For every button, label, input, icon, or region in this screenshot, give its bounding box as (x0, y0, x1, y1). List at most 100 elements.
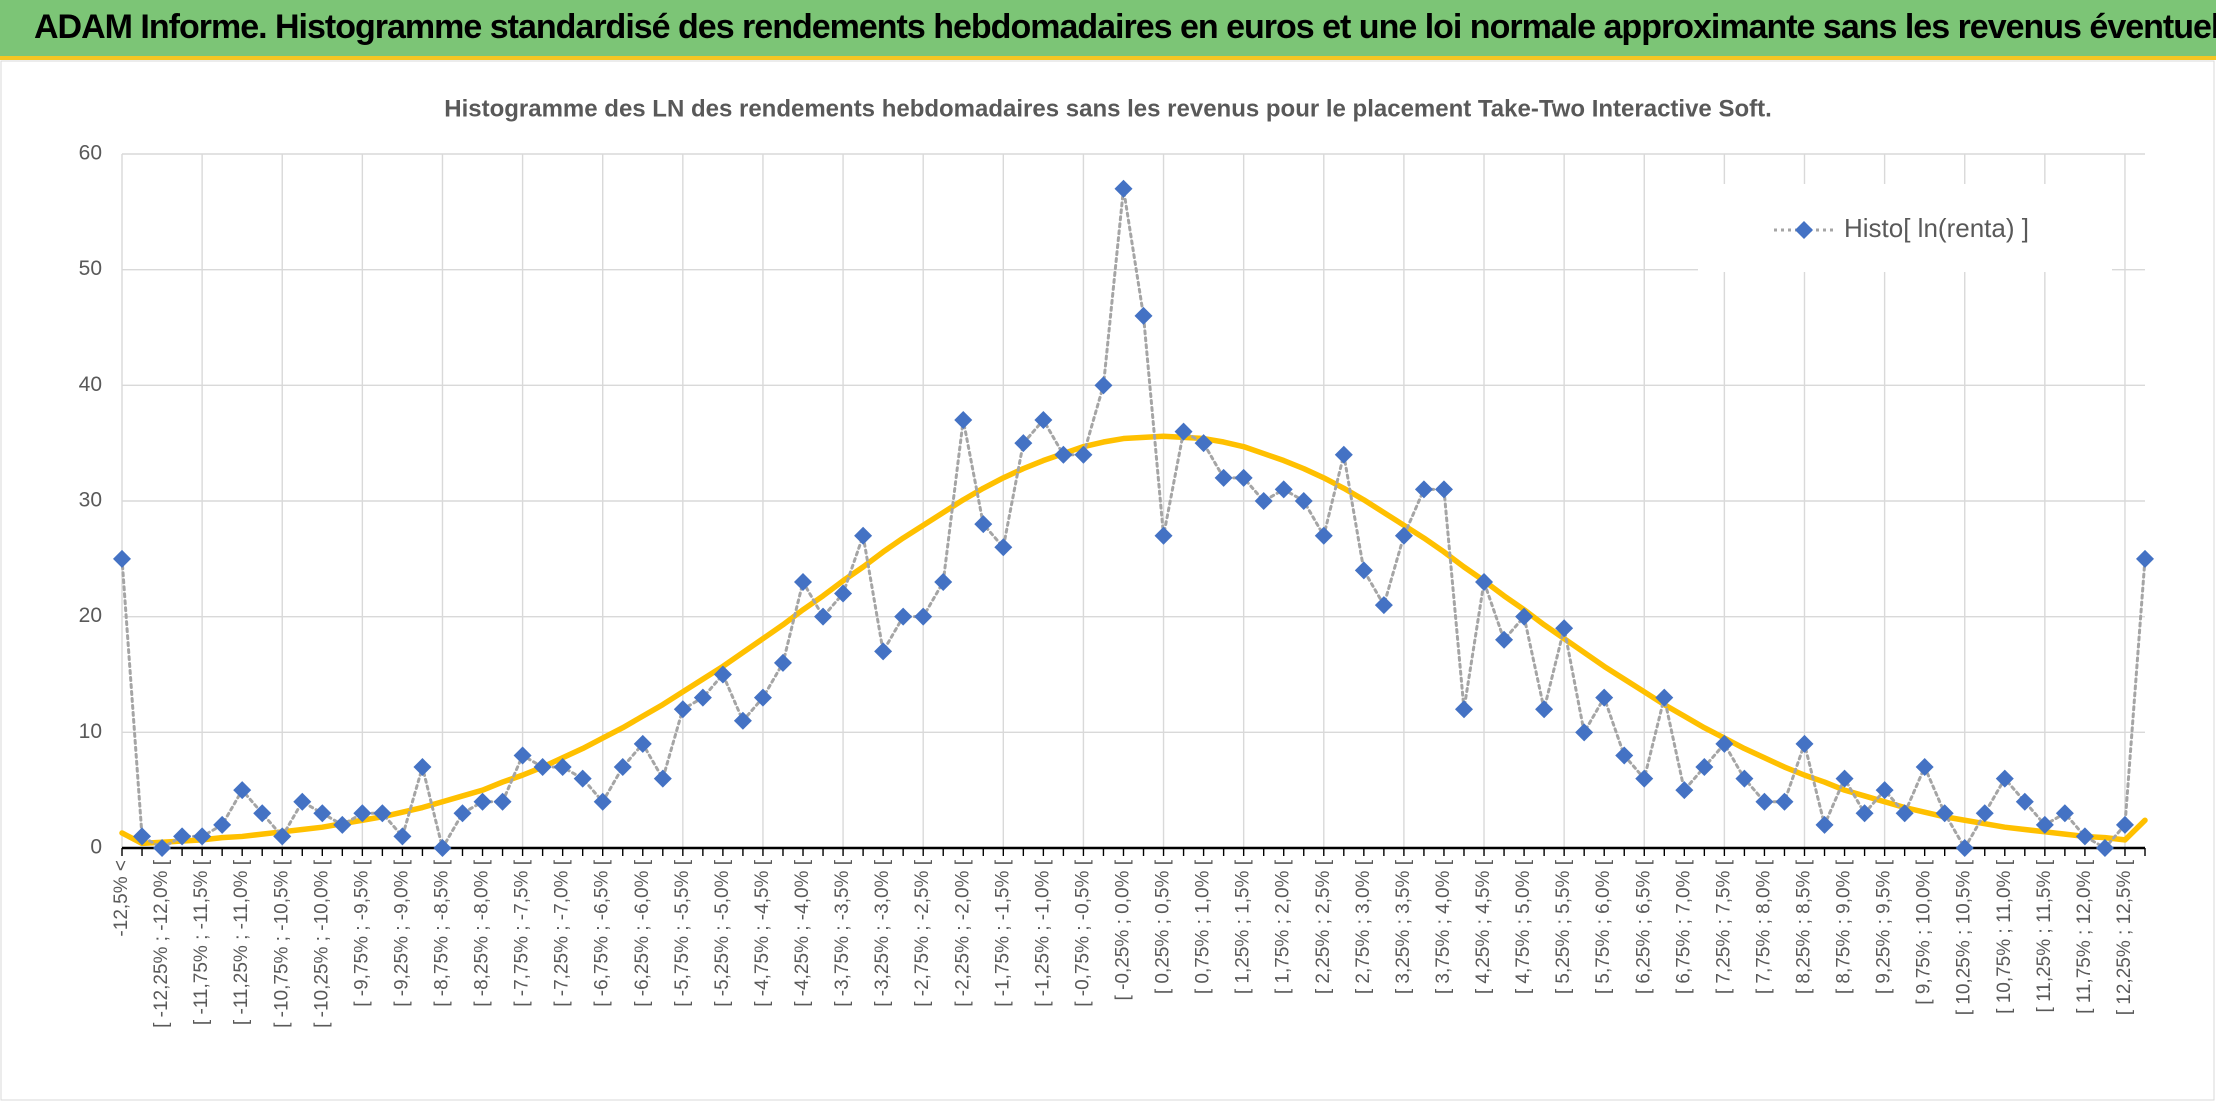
data-point (1334, 445, 1353, 464)
data-point (433, 839, 452, 857)
x-tick-label: [ 6,25% ; 6,5% [ (1633, 859, 1654, 994)
x-tick-label: [ -2,25% ; -2,0% [ (952, 859, 973, 1007)
data-point (233, 781, 252, 800)
data-point (133, 827, 152, 846)
data-point (1975, 804, 1994, 823)
data-point (393, 827, 412, 846)
data-point (1054, 445, 1073, 464)
x-tick-label: [ -9,75% ; -9,5% [ (351, 859, 372, 1007)
data-point (1895, 804, 1914, 823)
data-point (1454, 700, 1473, 719)
data-point (413, 758, 432, 777)
data-point (1775, 792, 1794, 811)
data-point (1675, 781, 1694, 800)
chart-title: Histogramme des LN des rendements hebdom… (444, 95, 1772, 122)
y-tick-label: 30 (79, 489, 102, 512)
x-tick-label: [ 2,25% ; 2,5% [ (1313, 859, 1334, 994)
data-point (1354, 561, 1373, 580)
data-point (473, 792, 492, 811)
x-tick-label: [ -7,75% ; -7,5% [ (512, 859, 533, 1007)
data-point (1915, 758, 1934, 777)
data-point (1014, 434, 1033, 453)
x-tick-label: [ 5,75% ; 6,0% [ (1593, 859, 1614, 994)
data-point (1995, 769, 2014, 788)
data-point (353, 804, 372, 823)
data-point (1174, 422, 1193, 441)
y-tick-label: 40 (79, 373, 102, 396)
data-point (293, 792, 312, 811)
data-point (593, 792, 612, 811)
legend-marker (1795, 221, 1813, 239)
data-point (1635, 769, 1654, 788)
data-point (2095, 839, 2114, 857)
data-point (1034, 411, 1053, 430)
data-point (894, 607, 913, 626)
x-tick-label: [ 11,75% ; 12,0% [ (2074, 859, 2095, 1014)
data-point (713, 665, 732, 684)
x-tick-label: [ 11,25% ; 11,5% [ (2034, 859, 2055, 1012)
x-tick-label: [ -12,25% ; -12,0% [ (151, 859, 172, 1028)
y-tick-label: 20 (79, 604, 102, 627)
x-tick-label: [ 7,75% ; 8,0% [ (1753, 859, 1774, 994)
x-tick-label: [ 3,75% ; 4,0% [ (1433, 859, 1454, 994)
data-point (613, 758, 632, 777)
x-tick-label: [ -2,75% ; -2,5% [ (912, 859, 933, 1007)
data-point (733, 711, 752, 730)
x-tick-label: [ 1,75% ; 2,0% [ (1273, 859, 1294, 994)
x-tick-label: -12,5% < (111, 860, 132, 937)
data-point (874, 642, 893, 661)
data-point (1134, 306, 1153, 325)
data-point (1875, 781, 1894, 800)
data-point (1114, 179, 1133, 198)
data-point (213, 815, 232, 834)
x-tick-label: [ -5,75% ; -5,5% [ (672, 859, 693, 1007)
series-line (120, 187, 2147, 850)
y-tick-label: 50 (79, 257, 102, 280)
y-tick-label: 10 (79, 720, 102, 743)
x-tick-label: [ 10,75% ; 11,0% [ (1994, 859, 2015, 1014)
x-tick-label: [ 9,25% ; 9,5% [ (1874, 859, 1895, 994)
header: ADAM Informe. Histogramme standardisé de… (0, 0, 2216, 60)
data-point (1495, 630, 1514, 649)
data-point (753, 688, 772, 707)
data-point (693, 688, 712, 707)
x-tick-label: [ 8,25% ; 8,5% [ (1794, 859, 1815, 994)
series-line (119, 433, 2148, 847)
data-point (2075, 827, 2094, 846)
legend-label: Histo[ ln(renta) ] (1844, 213, 2029, 243)
x-tick-label: [ 9,75% ; 10,0% [ (1914, 859, 1935, 1004)
data-point (1154, 526, 1173, 545)
data-point (1855, 804, 1874, 823)
data-point (1695, 758, 1714, 777)
data-point (313, 804, 332, 823)
data-point (1515, 607, 1534, 626)
x-tick-label: [ -7,25% ; -7,0% [ (552, 859, 573, 1007)
data-point (934, 572, 953, 591)
x-tick-label: [ -4,75% ; -4,5% [ (752, 859, 773, 1007)
x-tick-label: [ 0,75% ; 1,0% [ (1193, 859, 1214, 994)
data-point (1835, 769, 1854, 788)
x-tick-label: [ -8,75% ; -8,5% [ (431, 859, 452, 1007)
data-point (373, 804, 392, 823)
data-point (1234, 468, 1253, 487)
x-tick-label: [ 4,25% ; 4,5% [ (1473, 859, 1494, 994)
x-tick-label: [ 6,75% ; 7,0% [ (1673, 859, 1694, 994)
data-point (113, 549, 131, 568)
data-point (1254, 492, 1273, 510)
data-point (773, 653, 792, 672)
data-point (2115, 815, 2134, 834)
data-point (1715, 734, 1734, 753)
x-tick-label: [ 0,25% ; 0,5% [ (1153, 859, 1174, 994)
data-point (994, 538, 1013, 557)
data-point (1555, 619, 1574, 638)
data-point (573, 769, 592, 788)
data-point (1414, 480, 1433, 499)
x-tick-label: [ -6,25% ; -6,0% [ (632, 859, 653, 1007)
legend-box (1698, 184, 2112, 272)
data-point (553, 758, 572, 777)
data-point (1394, 526, 1413, 545)
data-point (653, 769, 672, 788)
data-point (814, 607, 833, 626)
data-point (453, 804, 472, 823)
